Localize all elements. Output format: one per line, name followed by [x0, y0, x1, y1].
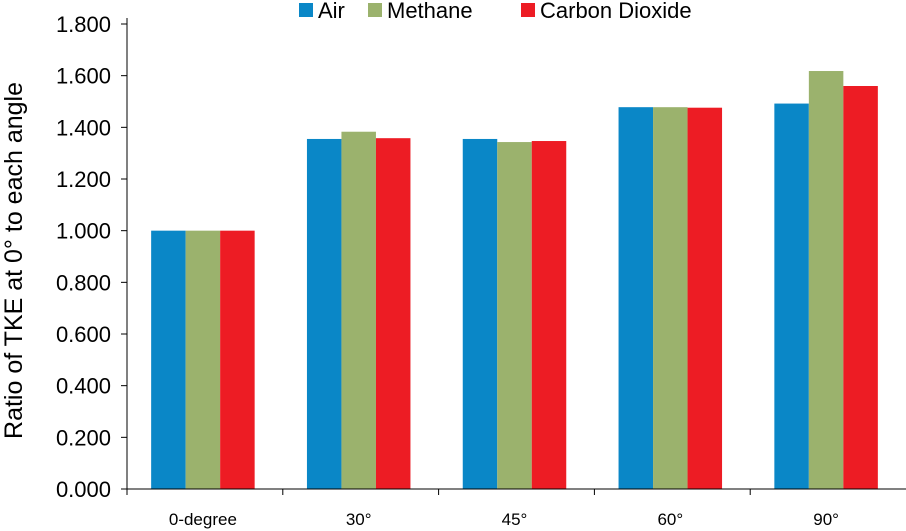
bar-carbon-dioxide-0	[220, 230, 255, 489]
y-axis-label: Ratio of TKE at 0° to each angle	[0, 82, 28, 439]
legend-swatch	[521, 3, 535, 17]
bar-methane-2	[497, 142, 532, 489]
x-tick-label: 45°	[502, 510, 528, 529]
bar-carbon-dioxide-3	[687, 107, 723, 489]
y-tick-label: 0.800	[56, 270, 111, 295]
x-axis: 0-degree 30° 45° 60° 90°	[126, 488, 906, 529]
y-tick-label: 0.000	[56, 477, 111, 502]
y-tick-label: 1.800	[56, 12, 111, 37]
x-tick-label: 60°	[657, 510, 683, 529]
y-tick-label: 0.200	[56, 425, 111, 450]
bar-methane-1	[341, 131, 376, 489]
bar-methane-3	[653, 107, 688, 489]
bar-methane-0	[185, 230, 221, 489]
y-axis: 0.000 0.200 0.400 0.600 0.800 1.000 1.200 1.400…	[56, 12, 128, 502]
y-tick-label: 0.600	[56, 322, 111, 347]
legend-swatch	[299, 3, 313, 17]
bars	[151, 71, 878, 490]
y-tick-label: 1.400	[56, 115, 111, 140]
x-tick-label: 90°	[813, 510, 839, 529]
y-tick-label: 1.200	[56, 167, 111, 192]
y-tick-label: 1.000	[56, 219, 111, 244]
bar-air-1	[306, 138, 342, 490]
bar-air-3	[618, 107, 654, 489]
legend-label: Methane	[387, 0, 473, 23]
legend-label: Carbon Dioxide	[540, 0, 692, 23]
y-tick-label: 0.400	[56, 374, 111, 399]
bar-carbon-dioxide-4	[843, 86, 878, 489]
bar-air-0	[151, 230, 186, 489]
x-tick-label: 30°	[346, 510, 372, 529]
bar-methane-4	[808, 71, 844, 490]
legend: Air Methane Carbon Dioxide	[299, 0, 692, 23]
legend-label: Air	[318, 0, 345, 23]
bar-air-4	[774, 103, 809, 490]
y-tick-label: 1.600	[56, 64, 111, 89]
x-tick-label: 0-degree	[169, 510, 237, 529]
bar-air-2	[462, 138, 498, 490]
bar-carbon-dioxide-2	[531, 141, 567, 489]
bar-carbon-dioxide-1	[375, 138, 411, 489]
legend-swatch	[368, 3, 382, 17]
